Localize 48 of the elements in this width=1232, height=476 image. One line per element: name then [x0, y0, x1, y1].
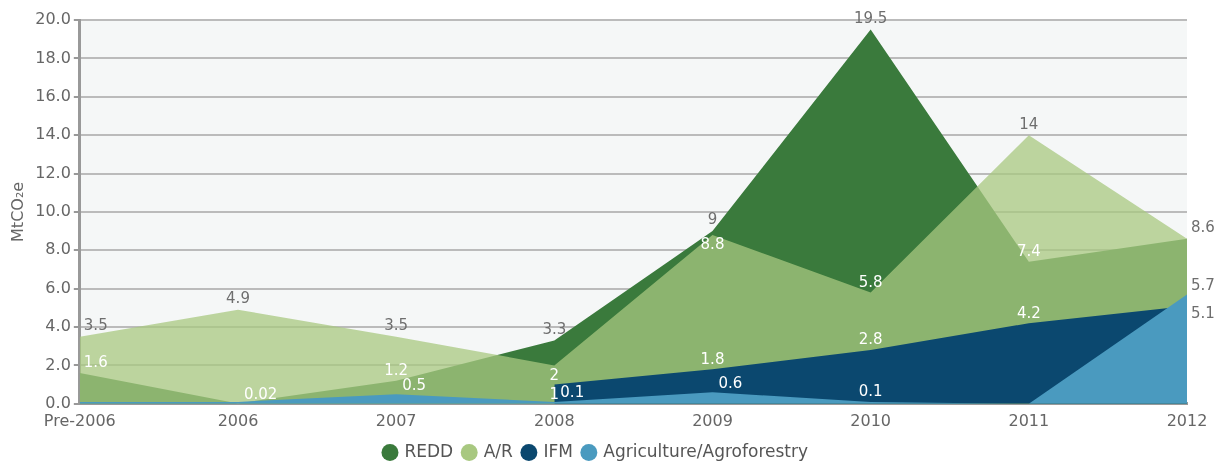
x-tick-label: 2012 [1166, 410, 1208, 430]
data-label: 0.6 [718, 373, 743, 392]
data-label: 19.5 [853, 8, 888, 27]
x-tick-label: Pre-2006 [43, 410, 116, 430]
x-tick-label: 2008 [533, 410, 575, 430]
y-tick-label: 16.0 [35, 85, 71, 105]
y-tick-label: 2.0 [45, 354, 71, 374]
data-label: 14 [1019, 114, 1039, 133]
x-tick-label: 2007 [375, 410, 417, 430]
data-label: 3.3 [542, 319, 567, 338]
y-tick-label: 4.0 [45, 316, 71, 336]
x-tick-label: 2010 [850, 410, 892, 430]
legend-label: Agriculture/Agroforestry [603, 440, 809, 461]
data-label: 0.1 [560, 383, 585, 402]
x-tick-label: 2009 [692, 410, 733, 430]
legend-label: A/R [483, 440, 514, 461]
y-tick-label: 18.0 [35, 47, 71, 67]
y-tick-label: 12.0 [35, 162, 71, 182]
y-axis-title: MtCO₂e [7, 181, 27, 242]
data-label: 0.1 [858, 382, 883, 401]
x-tick-label: 2006 [217, 410, 259, 430]
y-tick-label: 6.0 [45, 277, 71, 297]
data-label: 5.7 [1191, 275, 1215, 294]
data-label: 1.8 [700, 349, 725, 368]
data-label: 3.5 [384, 316, 409, 335]
y-tick-label: 14.0 [35, 124, 71, 144]
data-label: 2.8 [858, 330, 883, 349]
y-tick-label: 0.0 [45, 392, 71, 412]
data-label: 1.6 [83, 353, 108, 372]
data-label: 9 [707, 210, 718, 229]
y-tick-label: 10.0 [35, 201, 71, 221]
data-label: 3.5 [83, 316, 108, 335]
data-label: 0.5 [402, 375, 427, 394]
data-label: 4.9 [226, 289, 250, 308]
y-tick-label: 8.0 [45, 239, 71, 259]
legend-label: REDD [404, 440, 454, 461]
data-label: 8.8 [700, 235, 725, 254]
data-label: 8.6 [1191, 218, 1215, 237]
x-tick-label: 2011 [1008, 410, 1050, 430]
data-label: 5.8 [858, 272, 883, 291]
y-tick-label: 20.0 [35, 9, 71, 29]
legend-label: IFM [543, 440, 573, 461]
data-label: 4.2 [1016, 303, 1041, 322]
data-label: 1 [549, 385, 560, 403]
data-label: 2 [549, 365, 560, 384]
data-label: 5.1 [1191, 304, 1215, 323]
data-label: 7.4 [1016, 242, 1041, 261]
data-label: 0.02 [243, 384, 278, 403]
